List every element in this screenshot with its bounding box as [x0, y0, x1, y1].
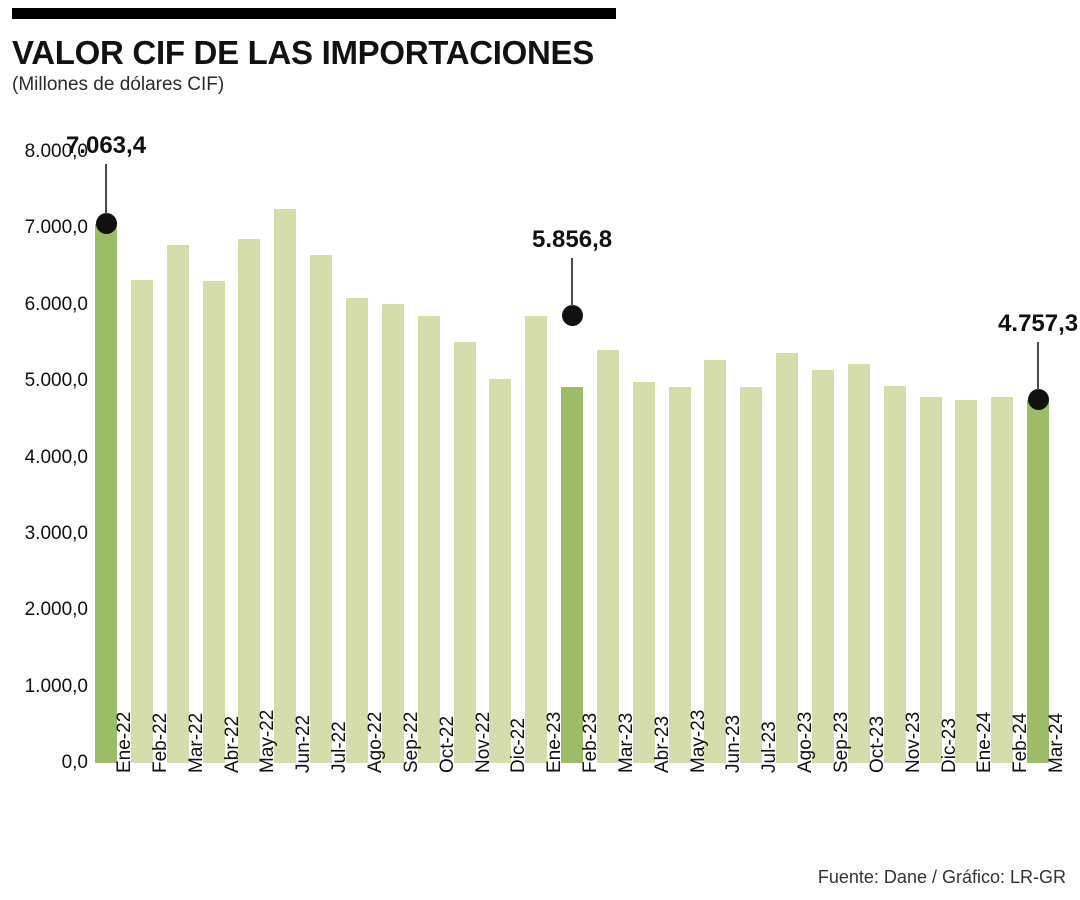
callout-label-feb-23: 5.856,8	[532, 225, 613, 253]
x-axis-tick-label: Ene-22	[114, 711, 135, 773]
x-axis-tick-label: Dic-22	[508, 718, 530, 773]
callout-dot-mar-24	[1027, 389, 1049, 411]
x-axis-tick-label: Jul-22	[329, 721, 351, 773]
bar-ago-22[interactable]	[345, 297, 368, 763]
bar-jun-22[interactable]	[274, 208, 297, 763]
callout-label-ene-22: 7.063,4	[65, 131, 147, 159]
bar-mar-24[interactable]	[1027, 399, 1050, 763]
bar-oct-22[interactable]	[417, 316, 440, 763]
callout-label-mar-24: 4.757,3	[998, 309, 1079, 337]
bar-ene-24[interactable]	[955, 399, 978, 763]
x-axis-tick-label: Sep-23	[831, 711, 852, 773]
bar-nov-23[interactable]	[883, 385, 906, 763]
header-rule	[12, 8, 616, 19]
x-axis-tick-label: Jun-23	[723, 714, 745, 773]
bar-sep-23[interactable]	[812, 370, 834, 763]
x-axis-tick-label: Abr-23	[651, 715, 673, 773]
bar-feb-24[interactable]	[991, 397, 1014, 763]
x-axis-tick-label: Dic-23	[938, 718, 960, 773]
y-axis-tick-label: 4.000,0	[24, 446, 88, 468]
bar-ene-22[interactable]	[95, 223, 117, 763]
x-axis-tick-label: Ene-23	[544, 711, 566, 773]
callout-stem-mar-24	[1037, 341, 1040, 390]
y-axis-tick-label: 0,0	[61, 752, 88, 773]
y-axis-tick-label: 2.000,0	[24, 599, 88, 621]
x-axis-tick-label: Nov-23	[902, 711, 924, 773]
x-axis-tick-label: Ago-23	[795, 711, 817, 773]
callout-dot-feb-23	[561, 305, 583, 327]
bar-jun-23[interactable]	[704, 359, 727, 763]
x-axis-tick-label: Ene-24	[974, 711, 996, 773]
bar-mar-23[interactable]	[596, 349, 619, 763]
bar-jul-22[interactable]	[310, 255, 333, 763]
x-axis-tick-label: Feb-22	[149, 712, 171, 773]
bar-nov-22[interactable]	[453, 342, 476, 763]
y-axis: 8.000,0 7.000,0 6.000,0 5.000,0 4.000,0 3.000…	[0, 0, 88, 900]
bar-oct-23[interactable]	[847, 364, 870, 763]
x-axis-tick-label: Feb-23	[580, 712, 602, 773]
y-axis-tick-label: 1.000,0	[24, 675, 88, 697]
chart-subtitle: (Millones de dólares CIF)	[12, 74, 225, 95]
bar-abr-22[interactable]	[202, 281, 225, 763]
x-axis-tick-label: Feb-24	[1010, 712, 1032, 773]
x-axis-tick-label: Jul-23	[759, 721, 781, 773]
x-axis-tick-label: Nov-22	[472, 711, 494, 773]
bar-feb-23[interactable]	[561, 386, 584, 763]
y-axis-tick-label: 8.000,0	[24, 141, 88, 162]
callout-stem-ene-22	[105, 163, 107, 214]
y-axis-tick-label: 6.000,0	[24, 293, 88, 315]
y-axis-tick-label: 7.000,0	[24, 217, 88, 239]
callout-dot-ene-22	[95, 213, 117, 235]
bar-mar-22[interactable]	[166, 245, 189, 763]
bar-may-22[interactable]	[238, 239, 261, 763]
bar-feb-22[interactable]	[130, 279, 153, 763]
y-axis-tick-label: 3.000,0	[24, 522, 88, 544]
x-axis-tick-label: Mar-23	[615, 712, 637, 773]
x-axis-tick-label: Oct-23	[866, 715, 888, 773]
x-axis-tick-label: Mar-24	[1046, 712, 1068, 773]
callout-stem-feb-23	[571, 257, 574, 306]
x-axis-tick-label: Mar-22	[185, 712, 207, 773]
x-axis-tick-label: Oct-22	[436, 715, 458, 773]
x-axis-tick-label: Sep-22	[400, 711, 422, 773]
source-note: Fuente: Dane / Gráfico: LR-GR	[817, 867, 1066, 887]
bar-jul-23[interactable]	[740, 387, 763, 763]
x-axis-tick-label: Jun-22	[293, 714, 315, 773]
bar-ene-23[interactable]	[525, 315, 548, 763]
bar-sep-22[interactable]	[381, 304, 404, 763]
y-axis-tick-label: 5.000,0	[24, 370, 88, 392]
bar-dic-22[interactable]	[489, 378, 512, 763]
bar-ago-23[interactable]	[776, 352, 799, 763]
x-axis-tick-label: May-23	[687, 709, 709, 773]
x-axis-tick-label: Abr-22	[221, 715, 243, 773]
page-title: VALOR CIF DE LAS IMPORTACIONES	[12, 34, 594, 71]
bar-dic-23[interactable]	[919, 397, 942, 763]
bar-abr-23[interactable]	[632, 382, 655, 763]
x-axis-tick-label: May-22	[257, 709, 279, 773]
bar-may-23[interactable]	[668, 387, 691, 763]
x-axis-tick-label: Ago-22	[364, 711, 386, 773]
